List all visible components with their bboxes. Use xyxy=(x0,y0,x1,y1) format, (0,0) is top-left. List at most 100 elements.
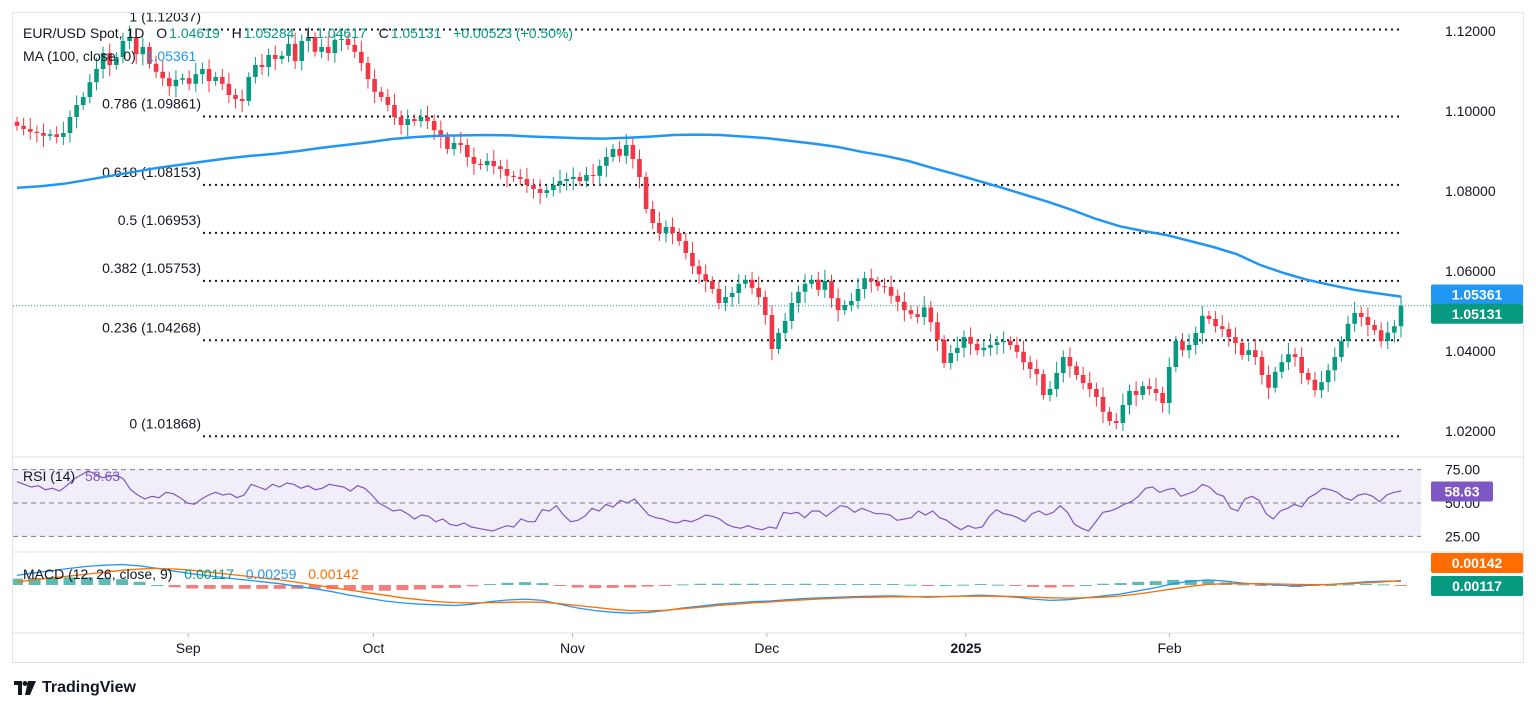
low-label: L xyxy=(306,25,315,41)
chart-frame: 1.12000 1.10000 1.08000 1.06000 1.04000 1.020… xyxy=(11,9,1525,664)
legend-rsi: RSI (14) 58.63 xyxy=(23,468,122,484)
candle xyxy=(478,159,483,170)
candle-body xyxy=(696,266,702,275)
macd-value: 0.00117 xyxy=(184,566,234,582)
macd-hist-bar xyxy=(729,583,742,585)
candle-body xyxy=(312,37,318,52)
candle-body xyxy=(630,145,636,159)
candle-body xyxy=(994,342,1000,345)
candle-body xyxy=(570,177,576,179)
candle xyxy=(74,95,79,129)
candle-body xyxy=(822,281,828,290)
candle xyxy=(1087,371,1093,397)
macd-hist-bar xyxy=(886,584,899,586)
x-tick-label-5: Feb xyxy=(1157,640,1181,656)
price-label-1: 1.05131 xyxy=(1452,306,1503,322)
candle xyxy=(935,312,940,351)
macd-hist-bar xyxy=(256,585,269,589)
candle-body xyxy=(47,134,53,136)
candle-body xyxy=(756,287,761,297)
macd-hist-bar xyxy=(1097,583,1110,585)
candle xyxy=(292,32,298,69)
candle xyxy=(1332,347,1338,382)
candle-body xyxy=(133,37,139,55)
candle-body xyxy=(1021,351,1026,363)
candle xyxy=(246,72,252,106)
candle xyxy=(200,62,205,84)
candle xyxy=(385,89,391,112)
chart-svg[interactable]: 1.12000 1.10000 1.08000 1.06000 1.04000 1.020… xyxy=(11,9,1525,664)
candle-body xyxy=(1041,374,1046,395)
candle-body xyxy=(372,79,377,92)
candle-body xyxy=(365,63,371,79)
macd-hist-bar xyxy=(273,585,286,589)
candle xyxy=(1312,371,1318,397)
candle-body xyxy=(1378,330,1384,341)
candle-body xyxy=(80,97,86,105)
macd-hist-bar xyxy=(221,585,234,589)
candle-body xyxy=(1027,362,1033,369)
candle-body xyxy=(1345,323,1351,341)
candle-body xyxy=(74,105,79,117)
macd-hist-bar xyxy=(466,585,479,587)
candle-body xyxy=(1352,313,1357,324)
candle-body xyxy=(551,185,556,191)
candle xyxy=(1239,338,1245,360)
candle-body xyxy=(888,287,894,296)
tradingview-logo[interactable]: TradingView xyxy=(14,679,136,697)
macd-hist-bar xyxy=(116,579,129,585)
candle xyxy=(120,33,126,64)
candle xyxy=(557,169,563,193)
candle xyxy=(1054,361,1059,397)
candle xyxy=(1014,337,1020,359)
candle xyxy=(80,92,86,110)
high-label: H xyxy=(231,25,242,41)
candle xyxy=(1120,393,1126,431)
candle xyxy=(551,177,556,197)
legend-macd: MACD (12, 26, close, 9) 0.00117 0.00259 … xyxy=(23,566,361,582)
macd-hist-bar xyxy=(606,585,619,588)
candle xyxy=(617,141,622,163)
candle xyxy=(332,33,338,63)
candle-body xyxy=(650,209,656,223)
candle-body xyxy=(1120,405,1126,423)
candle-body xyxy=(1047,389,1053,395)
candle-body xyxy=(723,297,728,303)
candle-body xyxy=(114,57,119,65)
candle xyxy=(756,276,761,305)
candle xyxy=(657,211,662,241)
candle-body xyxy=(769,315,775,349)
candle-body xyxy=(736,283,742,293)
candle xyxy=(796,285,801,313)
candle xyxy=(498,159,503,179)
candle-body xyxy=(61,133,66,137)
macd-hist-bar xyxy=(764,584,777,586)
candle-body xyxy=(1193,333,1199,345)
candle-body xyxy=(292,43,298,61)
candle xyxy=(511,171,516,182)
candle-body xyxy=(425,117,430,121)
macd-hist-bar xyxy=(378,585,391,591)
candle xyxy=(564,172,569,191)
candle xyxy=(1299,347,1304,385)
candle-body xyxy=(537,189,543,193)
candle xyxy=(1365,307,1371,337)
candle xyxy=(1345,315,1351,348)
candle-body xyxy=(1001,341,1006,343)
candle xyxy=(1253,339,1258,365)
candle-body xyxy=(610,149,616,157)
candle-body xyxy=(1325,370,1331,383)
candle xyxy=(1027,355,1033,379)
candle-body xyxy=(531,185,536,189)
candle xyxy=(789,291,795,329)
candle xyxy=(928,301,934,332)
candle-body xyxy=(1253,350,1258,357)
macd-hist-bar xyxy=(1202,580,1215,585)
candle-body xyxy=(458,143,463,145)
candle-body xyxy=(14,121,20,126)
macd-hist-bar xyxy=(501,582,514,585)
candle xyxy=(517,169,523,186)
candle-body xyxy=(617,149,622,156)
macd-hist-bar xyxy=(484,584,497,586)
candle xyxy=(676,228,682,246)
